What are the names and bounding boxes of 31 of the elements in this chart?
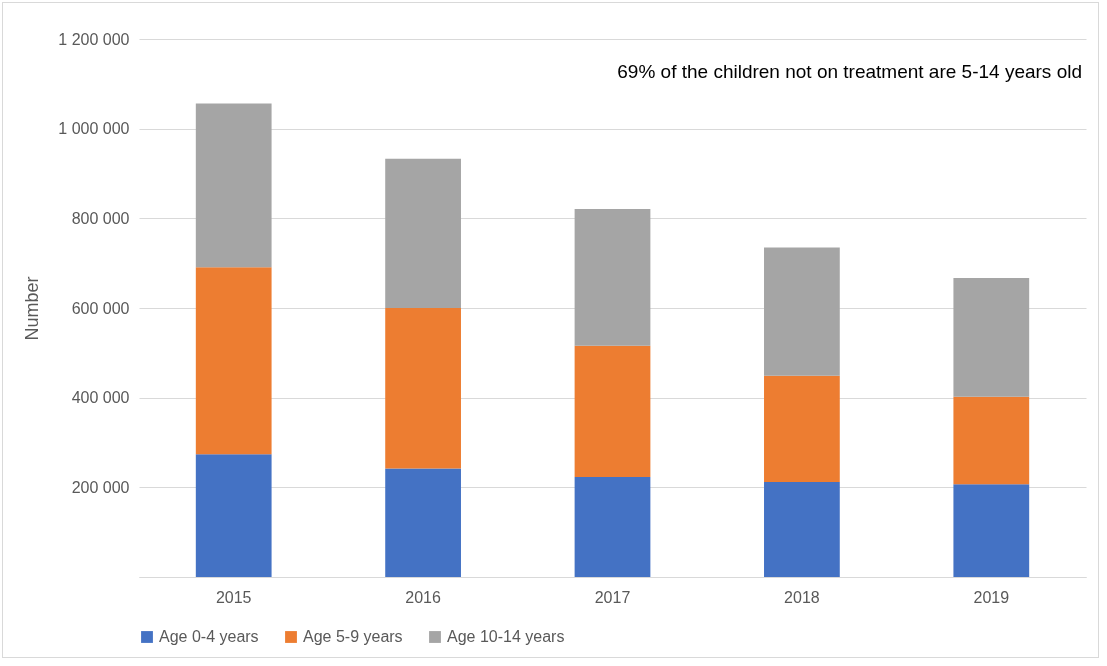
x-tick-label: 2019 bbox=[973, 588, 1010, 606]
bar bbox=[195, 267, 272, 455]
x-tick-label: 2018 bbox=[784, 588, 820, 606]
bar bbox=[953, 396, 1030, 485]
annotation: 69% of the children not on treatment are 5-14 years old bbox=[617, 61, 1082, 82]
bar bbox=[195, 103, 272, 268]
bar bbox=[764, 375, 840, 482]
y-tick-label: 800 000 bbox=[71, 209, 130, 227]
bar bbox=[574, 345, 651, 478]
legend-label: Age 0-4 years bbox=[159, 628, 259, 645]
y-tick-label: 200 000 bbox=[71, 478, 130, 496]
x-tick-label: 2016 bbox=[405, 588, 441, 606]
y-axis-title: Number bbox=[22, 276, 43, 341]
bar bbox=[385, 158, 461, 308]
bar bbox=[574, 477, 651, 577]
x-tick-label: 2015 bbox=[215, 588, 252, 606]
legend-label: Age 5-9 years bbox=[303, 628, 403, 645]
bar bbox=[195, 454, 272, 577]
y-tick-label: 600 000 bbox=[71, 299, 130, 317]
bar bbox=[953, 484, 1030, 577]
y-tick-label: 400 000 bbox=[71, 389, 130, 407]
y-tick-label: 1 200 000 bbox=[58, 30, 130, 48]
bar bbox=[385, 308, 461, 469]
bar bbox=[764, 247, 840, 376]
x-tick-label: 2017 bbox=[594, 588, 631, 606]
bar bbox=[385, 468, 461, 577]
bar bbox=[764, 481, 840, 577]
bar bbox=[953, 277, 1030, 397]
legend-label: Age 10-14 years bbox=[447, 628, 565, 645]
bar bbox=[574, 208, 651, 346]
y-tick-label: 1 000 000 bbox=[58, 120, 130, 138]
